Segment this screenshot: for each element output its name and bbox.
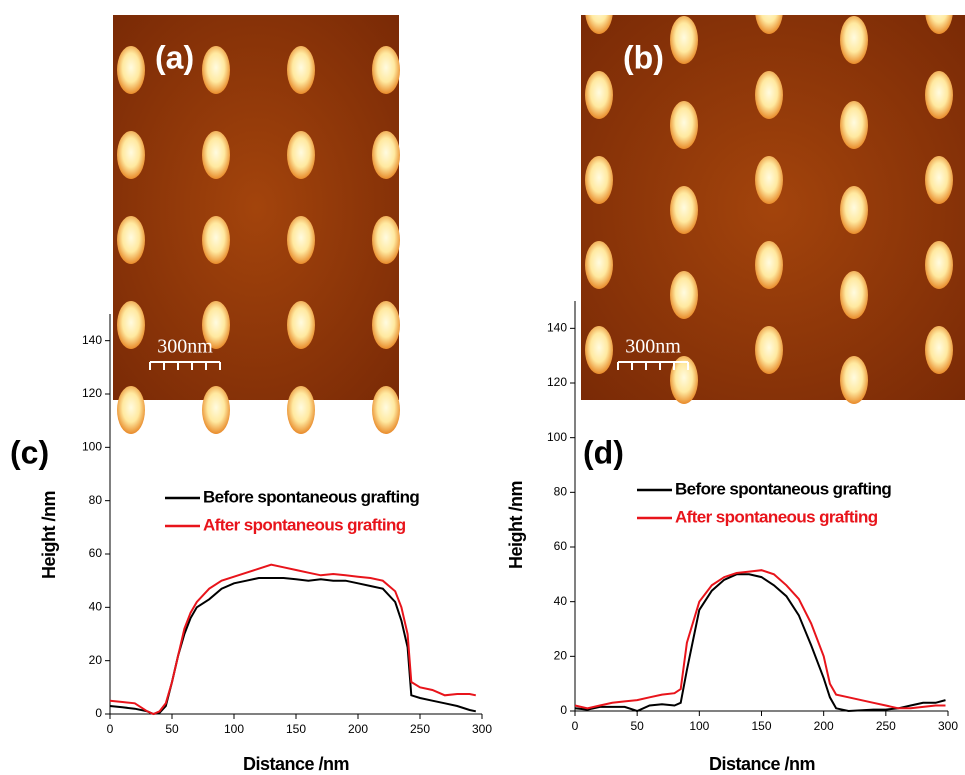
afm-feature	[585, 71, 613, 119]
afm-feature	[755, 326, 783, 374]
afm-feature	[287, 301, 315, 349]
image-label: (a)	[155, 39, 194, 75]
series-line	[110, 565, 476, 714]
x-axis-label: Distance /nm	[709, 754, 815, 774]
afm-clip-top	[561, 0, 965, 15]
x-tick-label: 250	[876, 719, 896, 733]
afm-feature	[670, 186, 698, 234]
afm-feature	[755, 156, 783, 204]
y-axis-label: Height /nm	[506, 481, 526, 569]
afm-feature	[117, 46, 145, 94]
panel-label: (d)	[583, 434, 624, 470]
afm-feature	[202, 46, 230, 94]
afm-feature	[202, 216, 230, 264]
afm-feature	[840, 101, 868, 149]
y-tick-label: 20	[89, 653, 103, 667]
afm-feature	[287, 386, 315, 434]
afm-feature	[670, 16, 698, 64]
afm-feature	[287, 46, 315, 94]
afm-feature	[287, 216, 315, 264]
y-axis-label: Height /nm	[39, 491, 59, 579]
afm-feature	[925, 326, 953, 374]
y-tick-label: 40	[554, 594, 568, 608]
series-line	[575, 570, 946, 708]
afm-feature	[670, 101, 698, 149]
afm-feature	[925, 241, 953, 289]
scale-bar-label: 300nm	[157, 336, 213, 358]
afm-feature	[202, 386, 230, 434]
y-tick-label: 120	[82, 386, 102, 400]
afm-feature	[585, 241, 613, 289]
x-tick-label: 150	[751, 719, 771, 733]
y-tick-label: 100	[82, 440, 102, 454]
image-label: (b)	[623, 39, 664, 75]
afm-feature	[117, 216, 145, 264]
afm-feature	[372, 386, 400, 434]
x-tick-label: 200	[348, 722, 368, 736]
x-tick-label: 300	[472, 722, 492, 736]
afm-feature	[372, 216, 400, 264]
afm-feature	[585, 156, 613, 204]
afm-feature	[372, 131, 400, 179]
afm-feature	[372, 301, 400, 349]
afm-clip-top	[93, 0, 419, 15]
series-line	[110, 578, 476, 714]
x-tick-label: 100	[689, 719, 709, 733]
y-tick-label: 0	[560, 703, 567, 717]
y-tick-label: 80	[89, 493, 103, 507]
x-tick-label: 150	[286, 722, 306, 736]
y-tick-label: 40	[89, 600, 103, 614]
x-tick-label: 50	[165, 722, 179, 736]
legend-label: Before spontaneous grafting	[675, 479, 891, 498]
afm-feature	[925, 71, 953, 119]
legend-label: Before spontaneous grafting	[203, 487, 419, 506]
x-axis-label: Distance /nm	[243, 754, 349, 774]
panel-label: (c)	[10, 434, 49, 470]
scale-bar-label: 300nm	[625, 336, 681, 358]
x-tick-label: 50	[630, 719, 644, 733]
y-tick-label: 60	[89, 546, 103, 560]
y-tick-label: 60	[554, 539, 568, 553]
figure: 050100150200250300020406080100120140Dist…	[0, 0, 965, 775]
legend-label: After spontaneous grafting	[203, 515, 406, 534]
afm-feature	[840, 186, 868, 234]
afm-feature	[585, 326, 613, 374]
afm-feature	[117, 301, 145, 349]
y-tick-label: 0	[95, 706, 102, 720]
afm-feature	[840, 356, 868, 404]
x-tick-label: 0	[107, 722, 114, 736]
y-tick-label: 100	[547, 430, 567, 444]
y-tick-label: 80	[554, 485, 568, 499]
x-tick-label: 100	[224, 722, 244, 736]
y-tick-label: 140	[82, 333, 102, 347]
series-line	[575, 574, 946, 711]
legend-label: After spontaneous grafting	[675, 507, 878, 526]
afm-feature	[117, 131, 145, 179]
afm-feature	[925, 156, 953, 204]
afm-feature	[287, 131, 315, 179]
y-tick-label: 20	[554, 649, 568, 663]
afm-feature	[117, 386, 145, 434]
afm-feature	[372, 46, 400, 94]
afm-feature	[840, 16, 868, 64]
afm-feature	[202, 131, 230, 179]
afm-feature	[840, 271, 868, 319]
x-tick-label: 200	[814, 719, 834, 733]
afm-feature	[670, 271, 698, 319]
x-tick-label: 250	[410, 722, 430, 736]
y-tick-label: 140	[547, 321, 567, 335]
y-tick-label: 120	[547, 375, 567, 389]
afm-feature	[755, 241, 783, 289]
x-tick-label: 0	[572, 719, 579, 733]
x-tick-label: 300	[938, 719, 958, 733]
afm-feature	[755, 71, 783, 119]
